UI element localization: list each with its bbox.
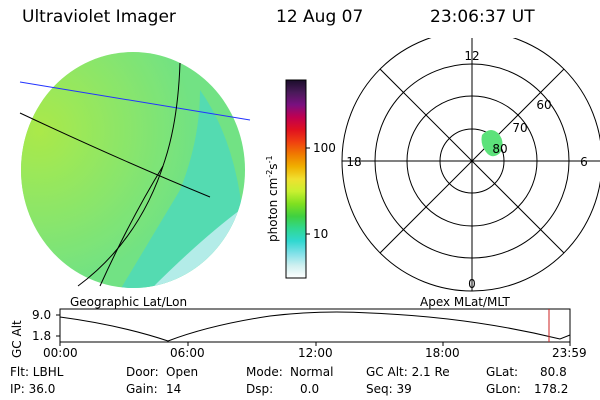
gain-label: Gain:	[126, 382, 158, 396]
altitude-axis-label: GC Alt	[10, 320, 24, 358]
aurora-patch	[481, 129, 503, 157]
altitude-ytick-label-9: 9.0	[32, 308, 52, 322]
mode-label: Mode:	[246, 365, 283, 379]
xtick-label-0000: 00:00	[43, 346, 78, 360]
xtick-label-2359: 23:59	[552, 346, 587, 360]
mode-value: Normal	[290, 365, 334, 379]
glat-label: GLat:	[486, 365, 519, 379]
colorbar-tick-label-100: 100	[313, 141, 336, 155]
mlt-label-12: 12	[464, 49, 479, 63]
gc-alt-info: GC Alt: 2.1 Re	[366, 365, 450, 379]
colorbar	[285, 79, 310, 279]
xtick-label-0600: 06:00	[170, 346, 205, 360]
mlt-label-0: 0	[468, 277, 476, 291]
door-label: Door:	[126, 365, 159, 379]
door-value: Open	[166, 365, 199, 379]
seq-info: Seq: 39	[366, 382, 412, 396]
left-panel-caption: Geographic Lat/Lon	[70, 295, 188, 309]
glon-value: 178.2	[534, 382, 569, 396]
meridian-line-2	[99, 165, 164, 287]
glat-value: 80.8	[540, 365, 567, 379]
xtick-label-1200: 12:00	[298, 346, 333, 360]
time-label: 23:06:37 UT	[430, 7, 535, 27]
dsp-label: Dsp:	[246, 382, 274, 396]
blue-reference-line	[19, 81, 251, 121]
noise-texture	[21, 52, 245, 288]
colorbar-unit-text: photon cm	[266, 177, 280, 242]
colorbar-unit-exp1: -2	[265, 169, 274, 178]
altitude-ytick-label-1: 1.8	[32, 329, 52, 343]
gain-value: 14	[166, 382, 182, 396]
polar-plot: 12 0 18 6 60 70 80	[341, 38, 600, 292]
latitude-line	[19, 112, 211, 198]
colorbar-unit-exp2: -1	[265, 155, 274, 164]
lat-label-60: 60	[536, 98, 551, 112]
polar-ring-50	[341, 38, 600, 292]
glon-label: GLon:	[486, 382, 521, 396]
instrument-title: Ultraviolet Imager	[22, 7, 176, 27]
xtick-label-1800: 18:00	[425, 346, 460, 360]
mlt-label-18: 18	[346, 155, 361, 169]
altitude-frame	[59, 308, 571, 343]
mlt-label-6: 6	[580, 155, 588, 169]
lat-label-80: 80	[492, 142, 507, 156]
lat-label-70: 70	[512, 121, 527, 135]
altitude-plot	[56, 308, 571, 346]
filter-info: Flt: LBHL	[10, 365, 64, 379]
geographic-image	[19, 52, 251, 288]
colorbar-tick-label-10: 10	[313, 227, 329, 241]
altitude-curve	[59, 311, 571, 342]
date-label: 12 Aug 07	[276, 7, 364, 27]
ip-info: IP: 36.0	[10, 382, 56, 396]
polar-line-diag2	[379, 68, 565, 254]
colorbar-unit: photon cm-2s-1	[265, 155, 280, 242]
right-panel-caption: Apex MLat/MLT	[420, 295, 510, 309]
colorbar-gradient	[285, 79, 307, 279]
colorbar-unit-mid: s	[266, 163, 280, 170]
dsp-value: 0.0	[300, 382, 320, 396]
